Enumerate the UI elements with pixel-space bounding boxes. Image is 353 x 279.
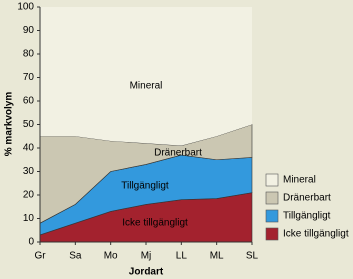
x-tick-label: SL — [246, 251, 259, 262]
x-tick-label: Mj — [141, 251, 152, 262]
area-label: Icke tillgängligt — [122, 218, 188, 229]
y-tick-label: 20 — [23, 190, 35, 201]
area — [39, 124, 253, 224]
x-tick-label: Sa — [69, 251, 82, 262]
area — [40, 7, 252, 146]
y-tick-label: 10 — [23, 213, 35, 224]
x-tick-label: ML — [210, 251, 224, 262]
y-tick-label: 40 — [23, 143, 35, 154]
y-axis-title: % markvolym — [4, 92, 15, 157]
y-tick-label: 80 — [23, 49, 35, 60]
legend-swatch — [265, 173, 279, 187]
legend-label: Icke tillgängligt — [283, 229, 349, 240]
y-tick-label: 90 — [23, 25, 35, 36]
x-tick-label: Gr — [34, 251, 46, 262]
y-tick-label: 30 — [23, 166, 35, 177]
x-axis-title: Jordart — [129, 267, 164, 278]
y-tick-label: 100 — [17, 2, 34, 13]
legend-swatch — [265, 209, 279, 223]
x-tick-label: LL — [176, 251, 188, 262]
area-label: Dränerbart — [154, 148, 202, 159]
legend-label: Dränerbart — [283, 193, 331, 204]
legend-swatch — [265, 227, 279, 241]
legend-swatch — [265, 191, 279, 205]
x-tick-label: Mo — [104, 251, 118, 262]
legend-label: Mineral — [283, 175, 316, 186]
y-tick-label: 0 — [28, 237, 34, 248]
y-tick-label: 50 — [23, 119, 35, 130]
area-label: Mineral — [130, 81, 163, 92]
legend-label: Tillgängligt — [283, 211, 331, 222]
y-tick-label: 70 — [23, 72, 35, 83]
area-label: Tillgängligt — [121, 181, 169, 192]
y-tick-label: 60 — [23, 96, 35, 107]
